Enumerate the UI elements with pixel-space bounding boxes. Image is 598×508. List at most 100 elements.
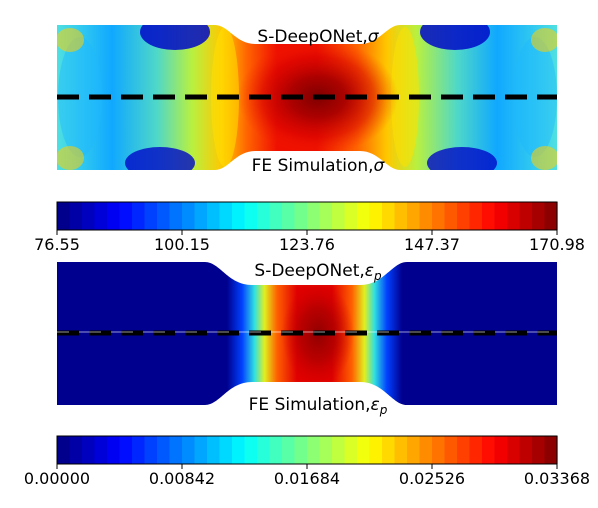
- strain-colorbar-step: [69, 436, 83, 464]
- stress-colorbar-step: [494, 202, 508, 230]
- stress-low-spot-end-tr: [531, 28, 557, 52]
- stress-colorbar-step: [394, 202, 408, 230]
- strain-colorbar-step: [482, 436, 496, 464]
- strain-colorbar-step: [444, 436, 458, 464]
- stress-colorbar-step: [257, 202, 271, 230]
- strain-colorbar-step: [519, 436, 533, 464]
- stress-low-spot-br: [427, 147, 497, 170]
- stress-tick-4: 170.98: [529, 235, 585, 254]
- stress-colorbar-step: [507, 202, 521, 230]
- strain-colorbar-step: [269, 436, 283, 464]
- strain-colorbar-step: [219, 436, 233, 464]
- stress-colorbar-step: [407, 202, 421, 230]
- stress-colorbar-step: [169, 202, 183, 230]
- strain-ground-truth-label: FE Simulation,εp: [249, 395, 388, 417]
- strain-colorbar-step: [407, 436, 421, 464]
- stress-colorbar-step: [182, 202, 196, 230]
- strain-tick-3: 0.02526: [399, 469, 465, 488]
- stress-colorbar-step: [357, 202, 371, 230]
- stress-tick-2: 123.76: [279, 235, 335, 254]
- strain-colorbar-step: [257, 436, 271, 464]
- stress-band-cyan-left: [58, 37, 102, 157]
- stress-low-spot-tr: [420, 25, 490, 50]
- stress-colorbar-step: [244, 202, 258, 230]
- stress-colorbar-step: [269, 202, 283, 230]
- stress-colorbar-step: [432, 202, 446, 230]
- stress-tick-3: 147.37: [404, 235, 460, 254]
- stress-colorbar-step: [157, 202, 171, 230]
- strain-colorbar-step: [144, 436, 158, 464]
- strain-colorbar-step: [532, 436, 546, 464]
- strain-colorbar-step: [194, 436, 208, 464]
- stress-colorbar-step: [57, 202, 71, 230]
- stress-low-spot-bl: [125, 147, 195, 170]
- stress-colorbar-step: [369, 202, 383, 230]
- stress-colorbar-step: [319, 202, 333, 230]
- strain-colorbar-step: [394, 436, 408, 464]
- stress-prediction-label: S-DeepONet,σ: [257, 27, 379, 47]
- strain-tick-0: 0.00000: [24, 469, 90, 488]
- strain-colorbar-step: [544, 436, 558, 464]
- stress-colorbar-step: [419, 202, 433, 230]
- stress-colorbar-step: [344, 202, 358, 230]
- stress-colorbar-step: [457, 202, 471, 230]
- strain-colorbar-step: [357, 436, 371, 464]
- strain-colorbar-ticks: 0.00000 0.00842 0.01684 0.02526 0.03368: [24, 469, 590, 488]
- strain-colorbar-step: [332, 436, 346, 464]
- strain-tick-2: 0.01684: [274, 469, 340, 488]
- strain-colorbar-step: [207, 436, 221, 464]
- strain-colorbar: [56, 435, 558, 469]
- stress-colorbar-step: [332, 202, 346, 230]
- strain-colorbar-step: [132, 436, 146, 464]
- strain-colorbar-step: [244, 436, 258, 464]
- strain-colorbar-step: [494, 436, 508, 464]
- stress-colorbar-step: [519, 202, 533, 230]
- strain-colorbar-step: [307, 436, 321, 464]
- strain-colorbar-step: [382, 436, 396, 464]
- strain-colorbar-step: [119, 436, 133, 464]
- strain-colorbar-step: [369, 436, 383, 464]
- strain-colorbar-step: [82, 436, 96, 464]
- stress-ground-truth-label: FE Simulation,σ: [252, 156, 386, 176]
- stress-colorbar-step: [219, 202, 233, 230]
- strain-colorbar-step: [107, 436, 121, 464]
- stress-colorbar-step: [482, 202, 496, 230]
- strain-prediction-label: S-DeepONet,εp: [254, 261, 382, 283]
- stress-colorbar-step: [294, 202, 308, 230]
- strain-colorbar-step: [432, 436, 446, 464]
- strain-colorbar-step: [319, 436, 333, 464]
- stress-colorbar-step: [194, 202, 208, 230]
- stress-low-spot-end-bl: [57, 146, 84, 170]
- stress-colorbar-step: [132, 202, 146, 230]
- strain-colorbar-step: [469, 436, 483, 464]
- strain-colorbar-step: [419, 436, 433, 464]
- stress-low-spot-tl: [140, 25, 210, 50]
- strain-tick-1: 0.00842: [149, 469, 215, 488]
- stress-colorbar-step: [282, 202, 296, 230]
- strain-colorbar-step: [57, 436, 71, 464]
- stress-colorbar-step: [82, 202, 96, 230]
- stress-colorbar-step: [532, 202, 546, 230]
- stress-colorbar-step: [232, 202, 246, 230]
- strain-colorbar-step: [457, 436, 471, 464]
- stress-colorbar-step: [382, 202, 396, 230]
- stress-tick-1: 100.15: [154, 235, 210, 254]
- stress-low-spot-end-br: [531, 146, 557, 170]
- stress-colorbar-ticks: 76.55 100.15 123.76 147.37 170.98: [34, 235, 585, 254]
- strain-colorbar-step: [294, 436, 308, 464]
- strain-colorbar-step: [282, 436, 296, 464]
- stress-colorbar-step: [119, 202, 133, 230]
- stress-tick-0: 76.55: [34, 235, 80, 254]
- strain-colorbar-step: [157, 436, 171, 464]
- stress-colorbar: [56, 201, 558, 235]
- stress-colorbar-step: [107, 202, 121, 230]
- stress-colorbar-step: [444, 202, 458, 230]
- stress-colorbar-step: [307, 202, 321, 230]
- strain-tick-4: 0.03368: [524, 469, 590, 488]
- stress-band-cyan-right: [513, 37, 557, 157]
- strain-colorbar-step: [507, 436, 521, 464]
- stress-low-spot-end-tl: [57, 28, 84, 52]
- strain-colorbar-step: [344, 436, 358, 464]
- stress-colorbar-step: [469, 202, 483, 230]
- stress-colorbar-step: [94, 202, 108, 230]
